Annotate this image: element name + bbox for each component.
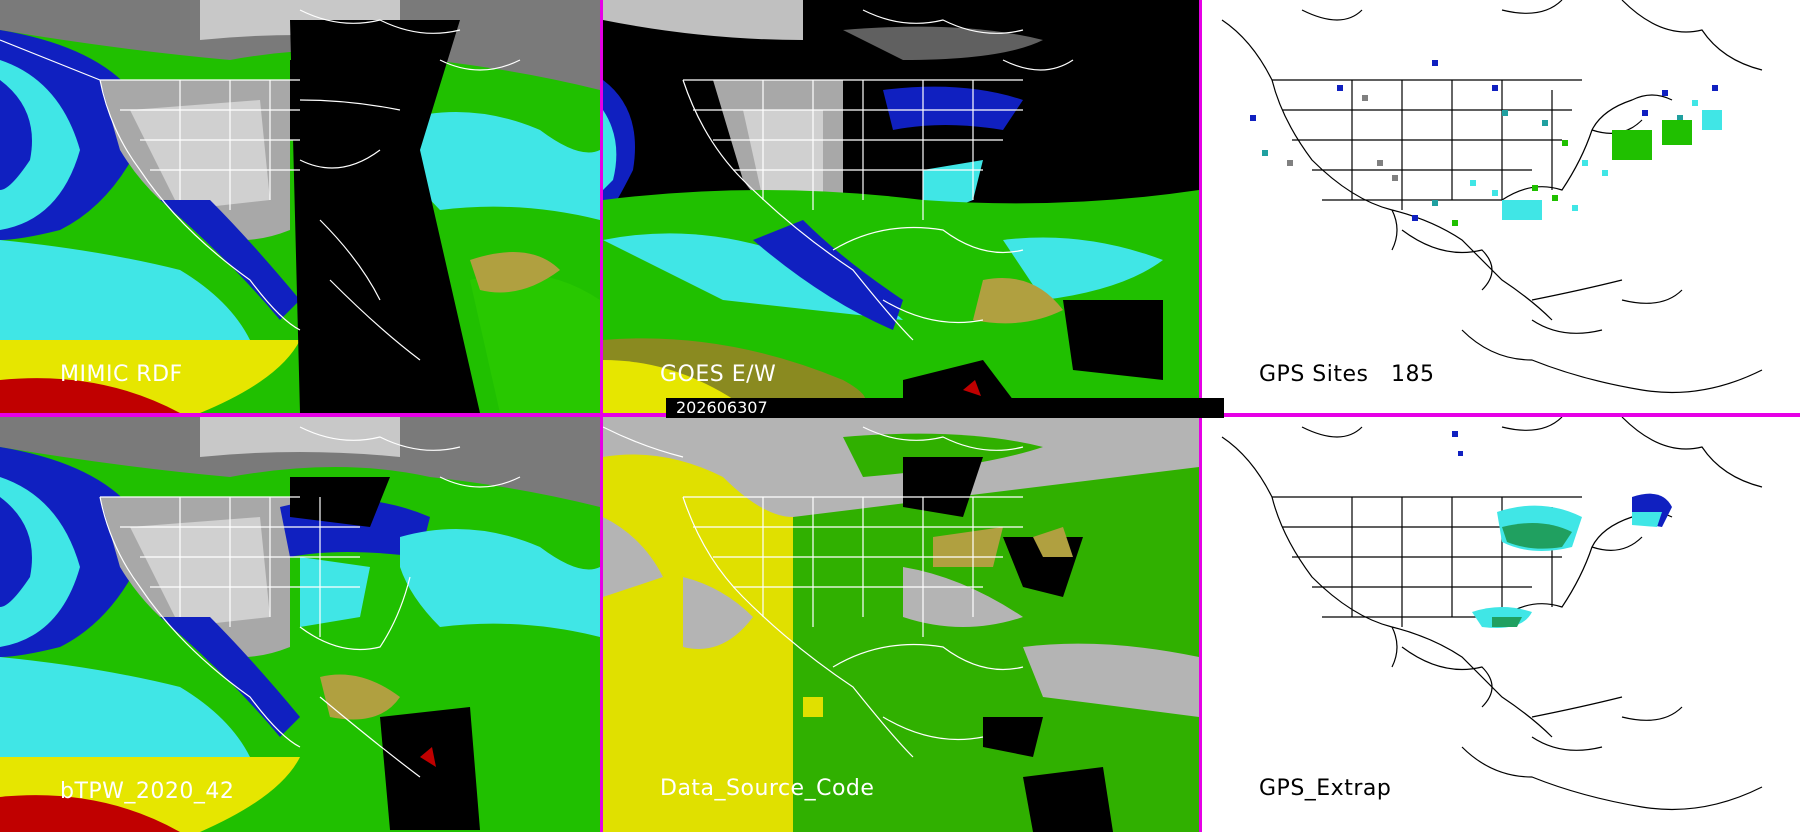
panel-label: Data_Source_Code	[660, 776, 875, 801]
panel-gps-extrap: GPS_Extrap	[1202, 417, 1800, 832]
gps-sites-map	[1221, 0, 1763, 394]
panel-label: GPS_Extrap	[1259, 776, 1392, 801]
panel-divider	[600, 0, 603, 832]
panel-label: GPS Sites 185	[1259, 362, 1435, 387]
source-map-image	[603, 417, 1199, 832]
tpw-map-image	[603, 0, 1199, 413]
panel-goes-ew: GOES E/W	[603, 0, 1199, 413]
panel-label: bTPW_2020_42	[60, 779, 235, 804]
tpw-map-image	[0, 417, 600, 832]
panel-label: MIMIC RDF	[60, 362, 183, 387]
panel-data-source-code: Data_Source_Code	[603, 417, 1199, 832]
panel-mimic-rdf: MIMIC RDF	[0, 0, 600, 413]
panel-gps-sites: GPS Sites 185	[1202, 0, 1800, 413]
gps-extrap-map	[1221, 417, 1763, 811]
panel-label: GOES E/W	[660, 362, 777, 387]
tpw-map-image	[0, 0, 600, 413]
panel-btpw: bTPW_2020_42	[0, 417, 600, 832]
timestamp-bar	[666, 398, 1224, 418]
timestamp-label: 202606307	[676, 398, 768, 417]
